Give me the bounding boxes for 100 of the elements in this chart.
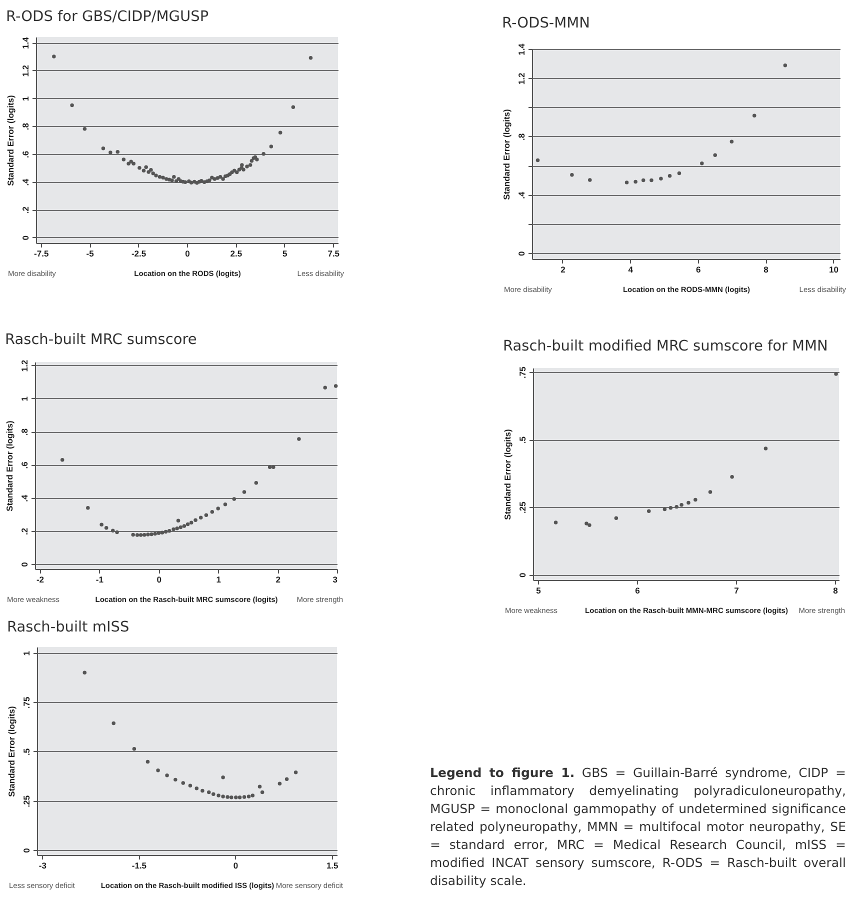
y-tick-label: .25 — [518, 501, 528, 514]
point — [176, 518, 180, 523]
point — [204, 513, 208, 518]
x-tick-label: 2 — [276, 574, 281, 584]
point — [834, 372, 838, 376]
x-tick-label: -1 — [96, 574, 104, 584]
point — [634, 180, 638, 184]
x-tick-label: 0 — [185, 248, 190, 258]
x-tick-label: -1.5 — [132, 860, 147, 870]
chart-title: R-ODS-MMN — [502, 16, 590, 32]
point — [221, 794, 225, 798]
x-tick-label: 5 — [536, 586, 542, 596]
y-tick-label: .8 — [20, 428, 30, 436]
point — [686, 500, 690, 505]
chart-title: Rasch-built MRC sumscore — [5, 332, 197, 348]
point — [646, 509, 651, 513]
y-tick-label: .25 — [22, 795, 32, 808]
point — [730, 140, 734, 144]
x-tick-label: -2 — [36, 574, 44, 584]
y-axis-title: Standard Error (logits) — [502, 429, 512, 520]
y-tick-label: .6 — [20, 461, 30, 469]
point — [150, 532, 154, 536]
point — [323, 386, 327, 390]
chart-title: Rasch-built modified MRC sumscore for MMN — [503, 338, 828, 355]
point — [172, 527, 176, 532]
y-tick-label: .2 — [20, 528, 30, 535]
x-tick-label: 1.5 — [326, 860, 339, 870]
point — [334, 384, 338, 388]
point — [115, 530, 119, 534]
point — [278, 782, 282, 786]
point — [210, 510, 214, 514]
point — [138, 533, 143, 537]
point — [156, 768, 160, 772]
point — [668, 174, 672, 178]
point — [156, 531, 161, 535]
chart-title: Rasch-built mISS — [7, 620, 130, 636]
point — [226, 795, 230, 799]
point — [194, 786, 199, 790]
point — [175, 526, 179, 530]
point — [200, 788, 204, 793]
point — [221, 775, 225, 780]
y-tick-label: 1 — [20, 396, 30, 402]
text: Legend to figure 1. — [430, 765, 575, 780]
point — [268, 465, 272, 470]
point — [188, 784, 192, 788]
point — [650, 178, 654, 182]
y-tick-label: .8 — [516, 133, 526, 141]
y-tick-label: 0 — [22, 848, 32, 853]
x-tick-label: 7.5 — [328, 248, 340, 258]
point — [164, 530, 168, 534]
x-tick-label: 2.5 — [230, 248, 242, 258]
y-tick-label: 1.2 — [20, 360, 30, 372]
y-axis-title: Standard Error (logits) — [6, 95, 16, 186]
x-tick-label: 0 — [156, 574, 162, 584]
x-tick-label: 8 — [764, 264, 769, 274]
point — [165, 773, 169, 778]
point — [104, 526, 108, 530]
point — [207, 790, 211, 794]
x-tick-label: 7 — [734, 586, 740, 596]
x-tick-label: 8 — [833, 586, 838, 596]
point — [186, 522, 190, 526]
point — [223, 502, 228, 506]
x-tick-label: -5 — [86, 248, 94, 258]
point — [297, 437, 301, 441]
point — [153, 532, 157, 536]
point — [146, 532, 150, 536]
point — [242, 490, 246, 494]
point — [680, 503, 684, 507]
x-tick-label: -2.5 — [131, 248, 146, 258]
point — [160, 530, 164, 534]
point — [131, 532, 135, 537]
point — [764, 446, 768, 450]
point — [272, 465, 276, 470]
y-tick-label: .8 — [20, 122, 30, 130]
point — [614, 516, 618, 520]
point — [694, 498, 698, 502]
x-tick-label: 10 — [828, 264, 839, 274]
point — [146, 760, 150, 764]
point — [100, 522, 104, 526]
point — [82, 670, 87, 674]
point — [700, 161, 704, 166]
point — [112, 721, 116, 726]
point — [659, 176, 663, 181]
point — [668, 506, 673, 510]
y-tick-label: 1.2 — [516, 72, 526, 85]
point — [135, 533, 140, 537]
point — [230, 796, 234, 800]
y-tick-label: .2 — [20, 206, 30, 214]
point — [212, 792, 216, 796]
point — [232, 497, 236, 501]
y-tick-label: .4 — [516, 192, 526, 199]
point — [254, 481, 258, 485]
point — [641, 178, 646, 182]
x-tick-label: -7.5 — [34, 248, 49, 258]
point — [570, 172, 574, 177]
point — [250, 794, 255, 798]
point — [238, 796, 242, 800]
point — [189, 520, 194, 524]
point — [178, 525, 183, 530]
point — [584, 522, 588, 526]
